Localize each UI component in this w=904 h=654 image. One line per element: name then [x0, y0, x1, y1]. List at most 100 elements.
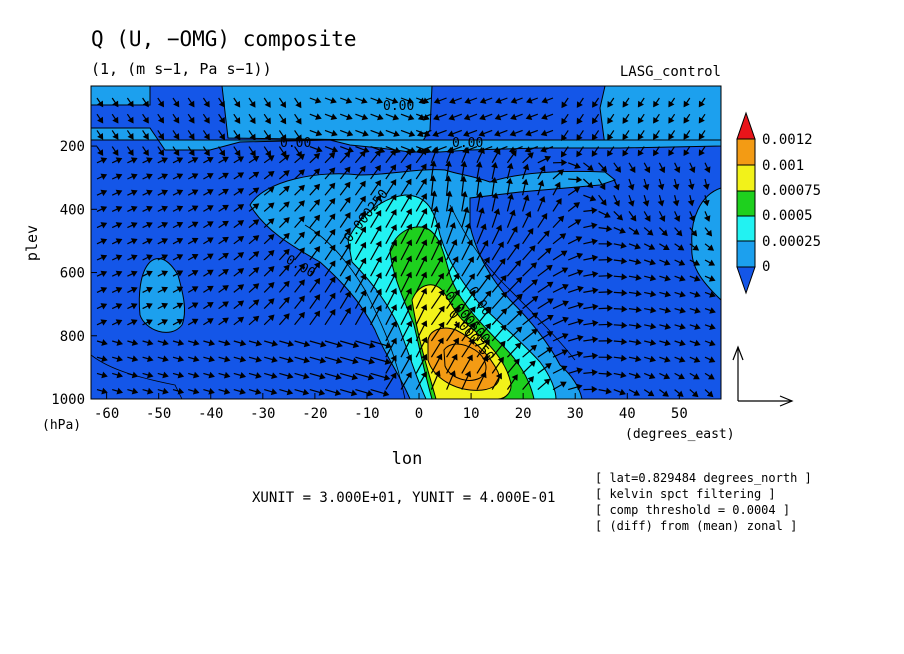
wind-vector-head — [543, 378, 551, 386]
wind-vector-head — [554, 181, 561, 189]
wind-vector-head — [525, 129, 532, 137]
wind-vector-head — [559, 381, 567, 388]
wind-vector-head — [270, 388, 278, 396]
wind-vector-head — [298, 215, 305, 223]
wind-vector-head — [591, 207, 598, 214]
wind-vector-head — [366, 389, 374, 397]
wind-vector-head — [664, 274, 671, 282]
wind-vector-head — [562, 300, 569, 307]
wind-vector-head — [637, 117, 644, 124]
wind-vector-head — [530, 344, 538, 352]
wind-vector-head — [694, 323, 701, 330]
note-line: [ lat=0.829484 degrees_north ] — [595, 471, 812, 485]
wind-vector-head — [206, 302, 214, 309]
wind-vector-head — [280, 134, 287, 141]
wind-vector-head — [421, 336, 428, 344]
wind-vector-head — [678, 356, 686, 363]
wind-vector-head — [336, 341, 343, 348]
wind-vector-head — [434, 222, 441, 229]
wind-vector-head — [494, 130, 501, 137]
wind-vector-head — [453, 272, 460, 280]
wind-vector-head — [529, 245, 536, 252]
wind-vector-head — [560, 250, 568, 257]
wind-vector-head — [545, 363, 552, 370]
wind-vector-head — [495, 97, 502, 104]
wind-vector-head — [234, 133, 241, 141]
wind-vector-head — [314, 97, 322, 104]
wind-vector-head — [633, 389, 641, 396]
wind-vector-head — [663, 373, 671, 380]
wind-vector-head — [367, 373, 375, 381]
wind-vector-head — [147, 355, 154, 363]
wind-vector-head — [267, 155, 275, 162]
wind-vector-head — [690, 229, 698, 237]
wind-vector-head — [409, 147, 417, 154]
wind-vector-head — [509, 130, 517, 137]
wind-vector-head — [176, 189, 184, 196]
wind-vector-head — [319, 356, 327, 364]
wind-vector-head — [208, 371, 215, 379]
wind-vector-head — [407, 97, 414, 104]
y-tick-label: 200 — [60, 139, 85, 155]
wind-vector-head — [664, 290, 672, 298]
wind-vector-head — [359, 195, 366, 203]
wind-vector-head — [206, 318, 214, 325]
wind-vector-head — [298, 200, 305, 207]
wind-vector-head — [622, 117, 629, 124]
wind-vector-head — [359, 226, 366, 234]
wind-vector-head — [449, 370, 456, 377]
wind-vector-head — [303, 340, 311, 348]
wind-vector-head — [224, 339, 231, 347]
wind-vector-head — [576, 101, 583, 108]
wind-vector-head — [600, 199, 607, 206]
wind-vector-head — [157, 100, 165, 108]
wind-vector-head — [561, 267, 569, 274]
wind-vector-head — [574, 162, 581, 169]
wind-vector-head — [344, 291, 351, 298]
wind-vector-head — [500, 274, 507, 282]
wind-vector-head — [463, 130, 470, 137]
wind-vector-head — [390, 224, 397, 232]
wind-vector-head — [619, 227, 626, 234]
wind-vector-head — [283, 201, 290, 208]
wind-vector-head — [405, 239, 413, 247]
contour-field — [91, 86, 721, 399]
colorbar-box — [736, 240, 756, 268]
wind-vector-head — [693, 356, 701, 363]
x-axis-unit: (degrees_east) — [625, 427, 735, 442]
wind-vector-head — [374, 179, 381, 187]
wind-vector-head — [506, 177, 513, 185]
wind-vector-head — [620, 241, 627, 249]
wind-vector-head — [298, 311, 305, 319]
wind-vector-head — [344, 166, 351, 174]
wind-vector-head — [252, 235, 260, 242]
wind-vector-head — [527, 228, 534, 235]
wind-vector-head — [131, 387, 139, 395]
wind-vector-head — [635, 290, 642, 297]
wind-vector-head — [679, 339, 686, 347]
wind-vector-head — [668, 116, 675, 124]
wind-vector-head — [463, 113, 471, 121]
wind-vector-head — [206, 156, 214, 164]
wind-vector-head — [531, 328, 538, 336]
x-tick-label: 0 — [415, 406, 423, 422]
wind-vector-head — [546, 281, 554, 288]
wind-vector-head — [540, 129, 548, 137]
wind-vector-head — [627, 183, 635, 191]
wind-vector-head — [315, 113, 322, 120]
wind-vector-head — [206, 221, 214, 228]
wind-vector-head — [390, 164, 397, 171]
wind-vector-head — [688, 215, 696, 222]
wind-vector-head — [252, 283, 260, 290]
wind-vector-head — [161, 173, 168, 180]
wind-vector-head — [192, 371, 200, 379]
colorbar-label: 0.0012 — [762, 132, 813, 148]
wind-vector-head — [647, 390, 655, 397]
wind-vector-head — [475, 176, 483, 183]
wind-vector-head — [514, 342, 522, 350]
wind-vector-head — [509, 209, 516, 217]
wind-vector-head — [146, 387, 154, 395]
wind-vector-head — [706, 390, 714, 398]
wind-vector-head — [446, 147, 454, 154]
wind-vector-head — [541, 212, 548, 220]
